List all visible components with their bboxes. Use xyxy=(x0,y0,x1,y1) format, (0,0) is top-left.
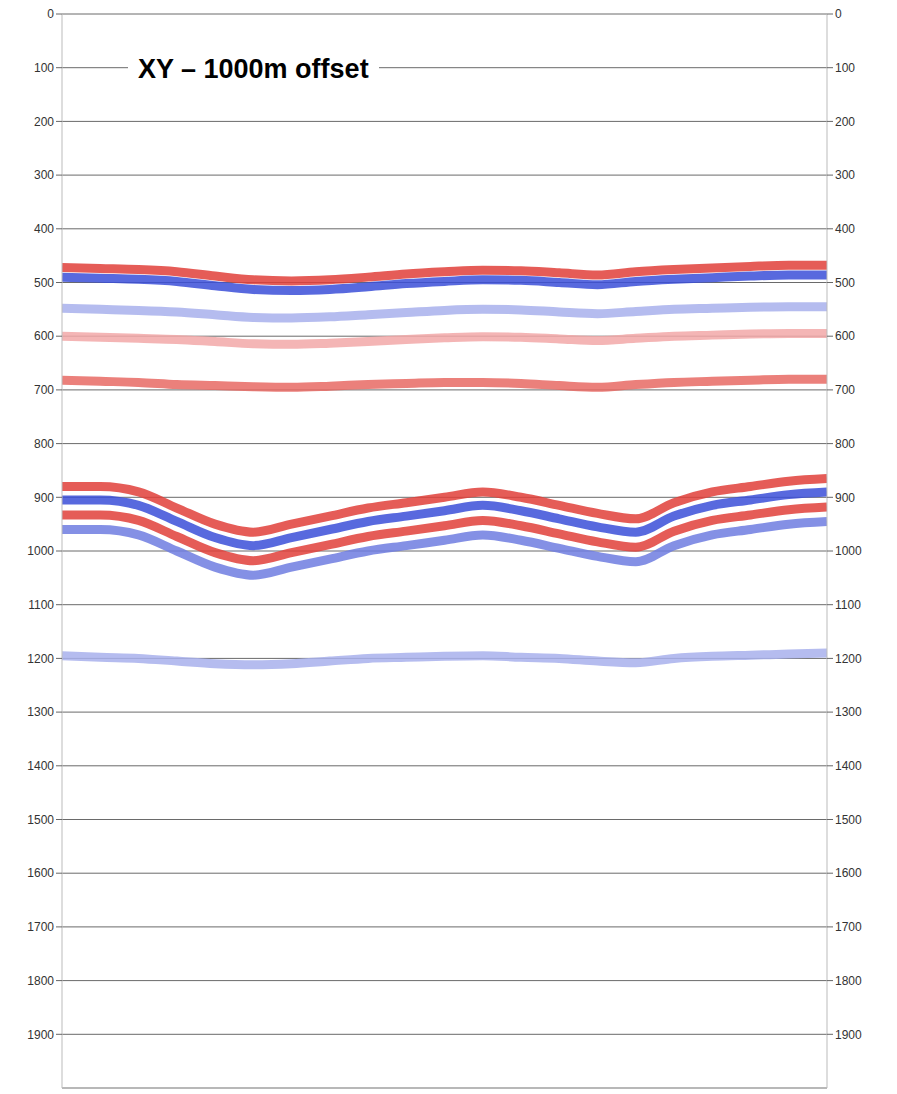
svg-text:1100: 1100 xyxy=(835,598,861,612)
svg-text:700: 700 xyxy=(34,383,54,397)
svg-text:1500: 1500 xyxy=(835,813,862,827)
svg-text:1400: 1400 xyxy=(835,759,862,773)
svg-text:0: 0 xyxy=(835,7,842,21)
svg-text:600: 600 xyxy=(835,329,855,343)
svg-text:1300: 1300 xyxy=(835,705,862,719)
html-text:XY – 1000m offset: XY – 1000m offset xyxy=(138,54,369,84)
svg-text:900: 900 xyxy=(835,491,855,505)
svg-text:1800: 1800 xyxy=(27,974,54,988)
svg-text:1500: 1500 xyxy=(27,813,54,827)
svg-text:1000: 1000 xyxy=(835,544,862,558)
svg-text:400: 400 xyxy=(34,222,54,236)
svg-text:1200: 1200 xyxy=(27,652,54,666)
svg-text:1800: 1800 xyxy=(835,974,862,988)
svg-text:1400: 1400 xyxy=(27,759,54,773)
svg-text:800: 800 xyxy=(835,437,855,451)
svg-text:1600: 1600 xyxy=(27,866,54,880)
svg-text:1900: 1900 xyxy=(27,1028,54,1042)
svg-text:0: 0 xyxy=(47,7,54,21)
svg-text:100: 100 xyxy=(835,61,855,75)
svg-text:600: 600 xyxy=(34,329,54,343)
svg-text:1100: 1100 xyxy=(28,598,54,612)
svg-text:1000: 1000 xyxy=(27,544,54,558)
svg-text:400: 400 xyxy=(835,222,855,236)
svg-text:300: 300 xyxy=(835,168,855,182)
svg-text:1700: 1700 xyxy=(27,920,54,934)
svg-text:200: 200 xyxy=(34,115,54,129)
svg-text:1200: 1200 xyxy=(835,652,862,666)
svg-text:500: 500 xyxy=(835,276,855,290)
svg-text:1900: 1900 xyxy=(835,1028,862,1042)
svg-text:100: 100 xyxy=(34,61,54,75)
svg-text:900: 900 xyxy=(34,491,54,505)
svg-text:1300: 1300 xyxy=(27,705,54,719)
svg-text:1700: 1700 xyxy=(835,920,862,934)
svg-text:700: 700 xyxy=(835,383,855,397)
svg-text:1600: 1600 xyxy=(835,866,862,880)
svg-text:300: 300 xyxy=(34,168,54,182)
svg-text:800: 800 xyxy=(34,437,54,451)
svg-text:200: 200 xyxy=(835,115,855,129)
svg-text:500: 500 xyxy=(34,276,54,290)
